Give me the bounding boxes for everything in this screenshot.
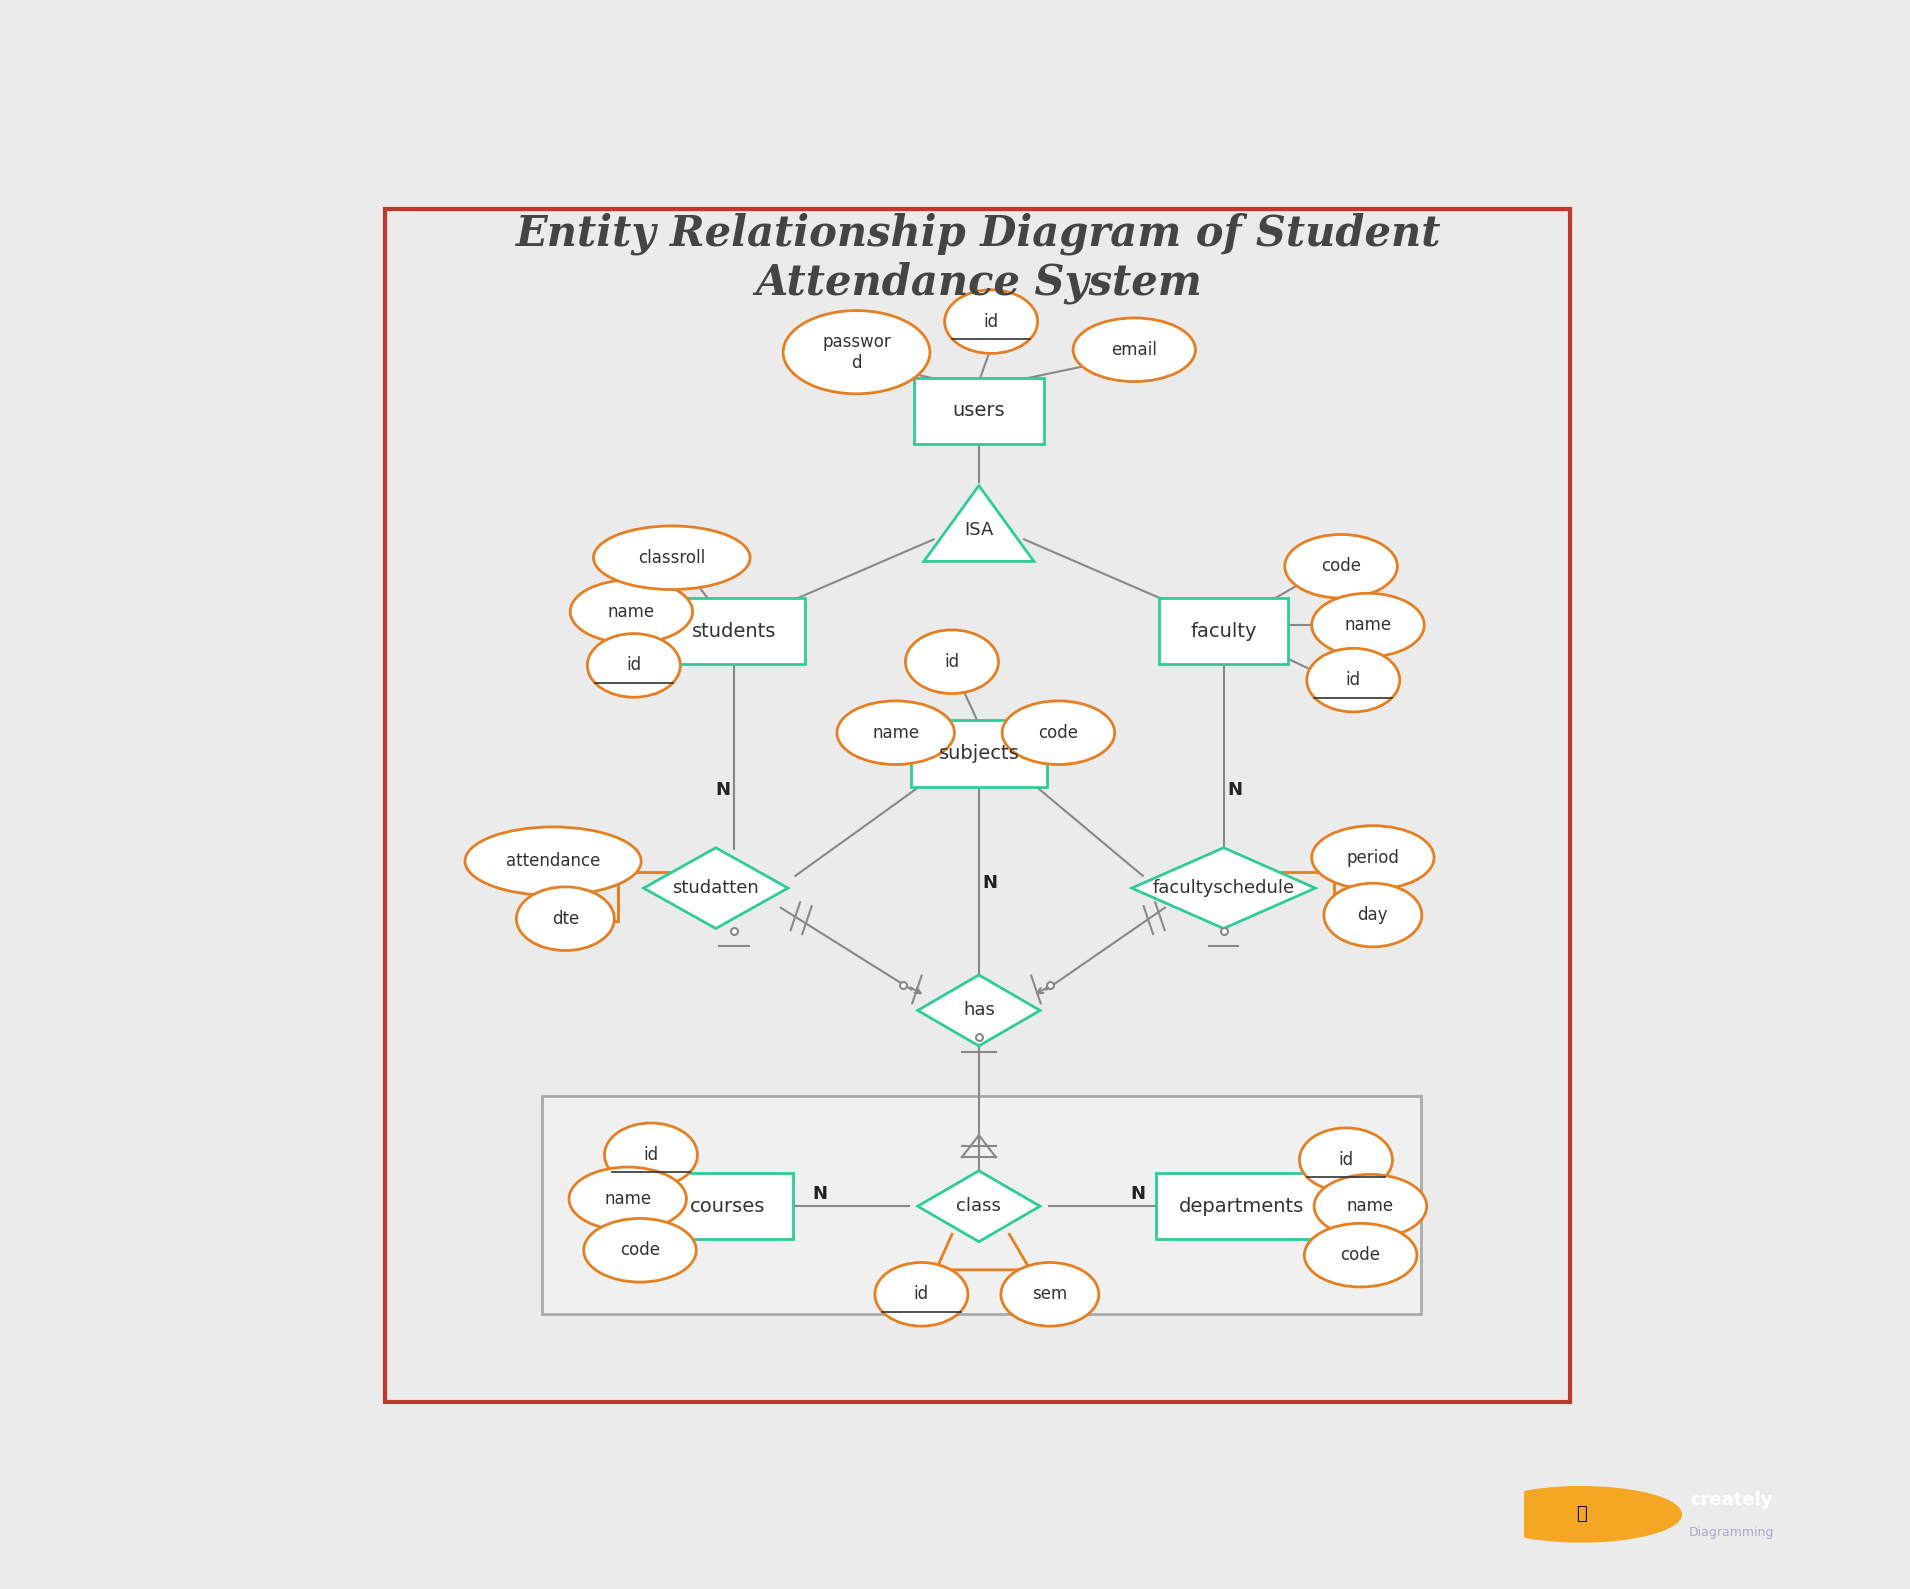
FancyBboxPatch shape [1156,1173,1327,1239]
Ellipse shape [584,1219,697,1282]
Text: Diagramming: Diagramming [1688,1527,1774,1540]
Text: N: N [812,1185,827,1203]
Text: id: id [644,1146,659,1163]
Text: id: id [944,653,959,671]
Ellipse shape [1003,701,1115,764]
Text: code: code [1341,1246,1381,1265]
Text: name: name [873,723,919,742]
Ellipse shape [1299,1128,1392,1192]
Text: Entity Relationship Diagram of Student
Attendance System: Entity Relationship Diagram of Student A… [516,213,1442,303]
Text: attendance: attendance [506,852,600,871]
Circle shape [1480,1487,1681,1541]
Text: 💡: 💡 [1576,1505,1587,1524]
Text: id: id [913,1286,928,1303]
Text: has: has [963,1001,995,1020]
FancyBboxPatch shape [663,1173,793,1239]
Ellipse shape [1312,826,1434,890]
Ellipse shape [571,580,693,644]
Ellipse shape [905,629,999,693]
Text: courses: courses [690,1197,766,1216]
Ellipse shape [875,1263,968,1327]
Text: faculty: faculty [1190,621,1257,640]
Ellipse shape [569,1166,686,1230]
Polygon shape [1133,847,1316,928]
Ellipse shape [1314,1174,1427,1238]
Text: class: class [957,1197,1001,1216]
Polygon shape [924,486,1033,561]
Text: N: N [982,874,997,891]
Ellipse shape [1285,534,1398,597]
Text: id: id [626,656,642,674]
Ellipse shape [594,526,751,590]
Text: N: N [716,782,732,799]
Text: name: name [607,602,655,621]
Text: day: day [1358,906,1389,925]
Text: subjects: subjects [938,744,1020,763]
Ellipse shape [604,1123,697,1187]
Ellipse shape [1001,1263,1098,1327]
Ellipse shape [837,701,955,764]
Text: classroll: classroll [638,548,705,567]
Text: code: code [1039,723,1079,742]
FancyBboxPatch shape [542,1096,1421,1314]
Ellipse shape [1306,648,1400,712]
Ellipse shape [1073,318,1196,381]
FancyBboxPatch shape [386,210,1570,1401]
Text: N: N [1226,782,1242,799]
Text: passwor
d: passwor d [821,332,890,372]
Text: users: users [953,402,1005,421]
Text: period: period [1347,849,1400,866]
Text: id: id [984,313,999,331]
Text: studatten: studatten [672,879,758,898]
Ellipse shape [1305,1224,1417,1287]
Text: id: id [1339,1150,1354,1170]
Ellipse shape [945,289,1037,353]
FancyBboxPatch shape [911,720,1047,787]
Text: email: email [1112,340,1157,359]
Ellipse shape [1324,883,1421,947]
Text: sem: sem [1031,1286,1068,1303]
Text: name: name [1347,1197,1394,1216]
FancyBboxPatch shape [1159,597,1289,664]
Text: code: code [621,1241,661,1258]
Text: ISA: ISA [965,521,993,539]
Text: name: name [604,1190,651,1208]
Text: code: code [1322,558,1362,575]
Text: id: id [1347,671,1360,690]
FancyBboxPatch shape [663,597,806,664]
Text: name: name [1345,617,1392,634]
Polygon shape [917,1171,1041,1241]
Polygon shape [644,847,789,928]
Ellipse shape [1312,593,1425,656]
Ellipse shape [783,310,930,394]
Text: departments: departments [1178,1197,1305,1216]
FancyBboxPatch shape [915,378,1043,443]
Text: creately: creately [1690,1492,1772,1510]
Text: facultyschedule: facultyschedule [1152,879,1295,898]
Text: dte: dte [552,909,579,928]
Text: students: students [691,621,775,640]
Polygon shape [917,976,1041,1046]
Text: N: N [1131,1185,1146,1203]
Ellipse shape [588,634,680,698]
Ellipse shape [516,887,615,950]
Ellipse shape [464,826,642,896]
